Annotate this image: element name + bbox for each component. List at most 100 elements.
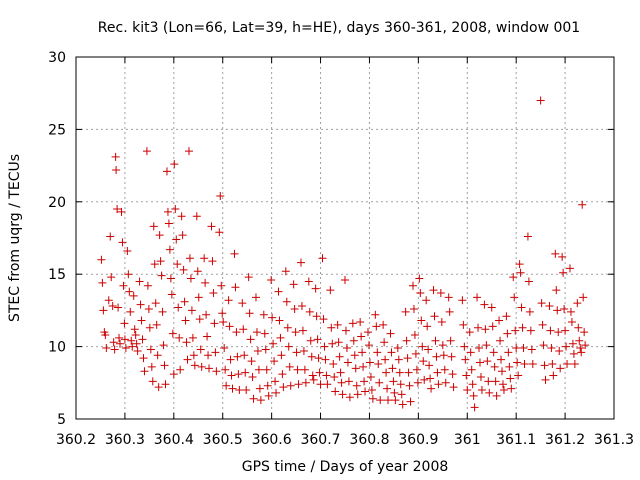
data-point — [411, 349, 420, 358]
data-point — [125, 287, 134, 296]
data-point — [424, 345, 433, 354]
y-tick-label: 20 — [48, 195, 66, 211]
data-point — [331, 387, 340, 396]
data-point — [427, 384, 436, 393]
data-point — [458, 296, 467, 305]
data-point — [259, 310, 268, 319]
data-point — [131, 331, 140, 340]
data-point — [512, 344, 521, 353]
data-point — [482, 341, 491, 350]
data-point — [559, 268, 568, 277]
data-point — [173, 260, 182, 269]
data-point — [224, 296, 233, 305]
x-tick-label: 360.5 — [203, 432, 243, 448]
data-point — [286, 381, 295, 390]
data-point — [138, 335, 147, 344]
data-point — [408, 281, 417, 290]
data-point — [116, 339, 125, 348]
data-point — [133, 346, 142, 355]
data-point — [496, 336, 505, 345]
data-point — [384, 396, 393, 405]
data-point — [477, 386, 486, 395]
x-tick-label: 361.2 — [545, 432, 585, 448]
data-point — [344, 377, 353, 386]
data-point — [434, 380, 443, 389]
data-point — [311, 284, 320, 293]
data-point — [396, 380, 405, 389]
data-point — [278, 370, 287, 379]
data-point — [364, 341, 373, 350]
data-point — [234, 370, 243, 379]
data-point — [210, 319, 219, 328]
data-point — [189, 351, 198, 360]
data-point — [467, 365, 476, 374]
data-point — [97, 255, 106, 264]
data-point — [430, 312, 439, 321]
data-point — [518, 323, 527, 332]
grid — [76, 57, 614, 419]
data-point — [425, 361, 434, 370]
data-point — [168, 329, 177, 338]
data-point — [307, 352, 316, 361]
data-point — [565, 264, 574, 273]
data-point — [419, 357, 428, 366]
data-point — [412, 365, 421, 374]
data-point — [368, 394, 377, 403]
data-point — [416, 289, 425, 298]
data-point — [441, 378, 450, 387]
data-point — [106, 232, 115, 241]
data-point — [270, 357, 279, 366]
data-point — [292, 348, 301, 357]
data-point — [185, 254, 194, 263]
data-point — [350, 351, 359, 360]
data-point — [545, 302, 554, 311]
data-point — [326, 286, 335, 295]
data-point — [483, 357, 492, 366]
data-point — [154, 383, 163, 392]
data-point — [192, 212, 201, 221]
data-point — [181, 316, 190, 325]
data-point — [507, 384, 516, 393]
data-point — [123, 247, 132, 256]
data-point — [395, 368, 404, 377]
data-point — [282, 297, 291, 306]
data-point — [164, 219, 173, 228]
data-point — [107, 273, 116, 282]
data-point — [563, 359, 572, 368]
data-point — [289, 280, 298, 289]
data-point — [262, 365, 271, 374]
data-point — [481, 325, 490, 334]
data-point — [211, 348, 220, 357]
data-point — [254, 365, 263, 374]
data-point — [489, 348, 498, 357]
data-point — [541, 375, 550, 384]
data-point — [574, 323, 583, 332]
data-point — [230, 249, 239, 258]
data-point — [218, 309, 227, 318]
data-point — [463, 386, 472, 395]
data-point — [152, 320, 161, 329]
data-point — [446, 336, 455, 345]
data-point — [469, 391, 478, 400]
data-point — [422, 296, 431, 305]
data-point — [161, 380, 170, 389]
data-point — [490, 362, 499, 371]
data-point — [556, 364, 565, 373]
data-point — [519, 344, 528, 353]
data-point — [290, 304, 299, 313]
data-point — [113, 205, 122, 214]
data-point — [420, 375, 429, 384]
data-point — [201, 278, 210, 287]
data-point — [474, 323, 483, 332]
data-point — [314, 354, 323, 363]
data-point — [195, 315, 204, 324]
x-axis-title: GPS time / Days of year 2008 — [242, 459, 449, 475]
data-point — [267, 275, 276, 284]
data-point — [205, 364, 214, 373]
data-point — [279, 383, 288, 392]
data-point — [156, 257, 165, 266]
data-point — [180, 297, 189, 306]
data-point — [327, 323, 336, 332]
data-point — [246, 335, 255, 344]
data-point — [200, 254, 209, 263]
